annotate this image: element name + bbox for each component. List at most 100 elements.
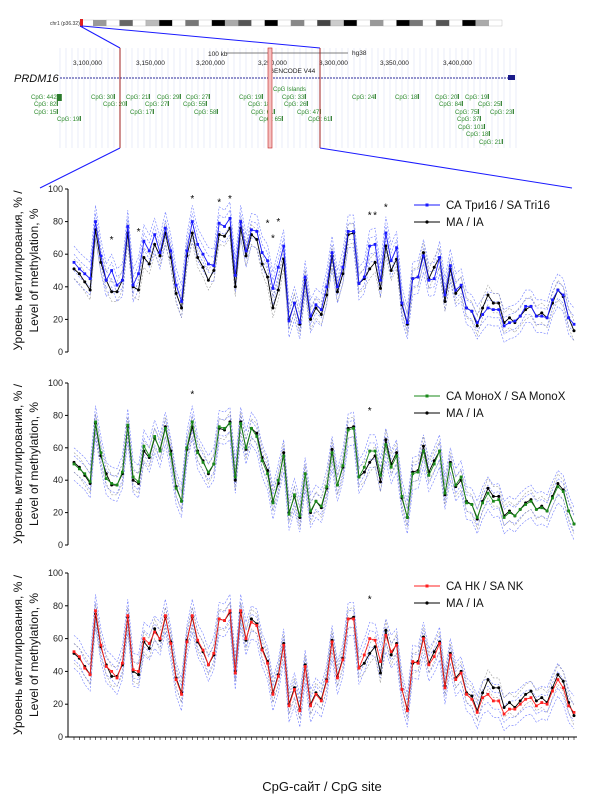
legend-marker (425, 411, 429, 415)
ma-series-point (260, 262, 264, 266)
comparison-series-point (508, 321, 511, 325)
significance-mark: * (368, 406, 372, 417)
comparison-series-point (233, 475, 237, 479)
cpg-island-label: CpG: 23 (490, 110, 513, 116)
ma-series-point (373, 645, 377, 649)
comparison-series-point (147, 642, 151, 645)
cpg-island-label: CpG: 33 (282, 95, 305, 101)
comparison-series-point (384, 633, 388, 637)
comparison-series-point (228, 422, 232, 425)
comparison-series-point (486, 692, 490, 696)
comparison-series-point (266, 661, 269, 665)
comparison-series-point (212, 651, 216, 655)
cpg-island-label: CpG: 20 (103, 102, 126, 108)
comparison-series-point (443, 491, 447, 495)
comparison-series-point (545, 509, 549, 513)
comparison-series-point (163, 426, 167, 430)
ma-series-point (325, 293, 329, 297)
comparison-series-point (454, 678, 458, 681)
comparison-series-point (448, 264, 452, 268)
ma-series-point (77, 272, 81, 276)
comparison-series-point (190, 220, 194, 223)
position-label: 3,200,000 (196, 60, 225, 67)
cpg-island-mark (304, 94, 306, 99)
cpg-island-mark (273, 109, 275, 114)
ma-series-point (534, 699, 538, 703)
cpg-island-label: CpG: 20 (435, 95, 458, 101)
cpg-island-label: CpG: 29 (157, 95, 180, 101)
cpg-island-mark (501, 139, 503, 144)
comparison-series-point (481, 313, 485, 316)
comparison-series-point (282, 454, 286, 458)
comparison-series-point (196, 451, 200, 455)
comparison-series-point (352, 617, 355, 621)
cpg-island-mark (512, 109, 514, 114)
comparison-series-point (379, 473, 382, 477)
comparison-series-point (255, 435, 259, 438)
comparison-series-point (72, 650, 76, 654)
comparison-series-point (83, 272, 87, 276)
comparison-series-point (196, 638, 200, 642)
cpg-island-mark (487, 94, 489, 99)
comparison-series-point (405, 709, 409, 713)
comparison-series-point (475, 711, 479, 714)
comparison-series-point (513, 707, 517, 711)
chromosome-band (224, 19, 239, 27)
legend-label: СА Три16 / SA Tri16 (446, 200, 550, 212)
ma-series-point (244, 254, 248, 258)
comparison-series-point (110, 482, 114, 485)
chromosome-band (251, 19, 265, 27)
comparison-series-point (190, 614, 194, 618)
comparison-series-point (260, 251, 264, 254)
chromosome-ideogram (79, 19, 503, 27)
ma-series-point (335, 290, 339, 294)
comparison-series-point (470, 309, 474, 313)
comparison-series-point (513, 319, 517, 323)
comparison-series-point (190, 420, 194, 424)
comparison-series-point (567, 316, 571, 320)
chromosome-band (356, 19, 371, 27)
ma-series-point (497, 686, 501, 690)
comparison-series-point (169, 642, 173, 645)
ma-series-point (137, 288, 141, 292)
comparison-series-point (561, 686, 565, 690)
comparison-series-point (77, 655, 81, 659)
ma-series-point (486, 486, 490, 490)
legend-marker (425, 220, 429, 224)
confidence-band (73, 209, 575, 319)
comparison-series-point (470, 503, 474, 506)
ma-series-point (540, 311, 544, 315)
comparison-series-point (427, 663, 431, 667)
comparison-series-point (309, 509, 312, 513)
chromosome-band (409, 19, 424, 27)
comparison-series-point (282, 643, 286, 647)
comparison-series-point (422, 449, 425, 453)
chromosome-band (119, 19, 133, 27)
cpg-island-label: CpG: 75 (455, 110, 478, 116)
cpg-island-label: CpG: 21 (126, 95, 149, 101)
ma-series-point (491, 301, 495, 305)
comparison-series-point (180, 692, 183, 696)
comparison-series-point (185, 640, 189, 644)
comparison-series-point (572, 711, 576, 714)
comparison-series-point (389, 465, 393, 469)
significance-mark: * (137, 227, 141, 238)
comparison-series-point (540, 314, 544, 318)
gene-name[interactable]: PRDM16 (14, 73, 60, 85)
comparison-series-point (379, 660, 382, 663)
comparison-series-point (104, 278, 108, 282)
cpg-island-mark (461, 101, 463, 106)
significance-mark: * (217, 197, 221, 208)
comparison-series-point (293, 688, 296, 691)
comparison-series-point (465, 306, 468, 310)
cpg-island-mark (56, 109, 58, 114)
comparison-series-point (475, 516, 479, 519)
comparison-series-point (545, 702, 549, 706)
comparison-series-point (486, 306, 490, 310)
comparison-series-point (395, 246, 398, 250)
ma-series-point (158, 254, 162, 258)
ma-series-point (470, 694, 474, 698)
significance-mark: * (190, 194, 194, 205)
highlight-region (267, 47, 273, 149)
comparison-series-point (244, 249, 248, 253)
